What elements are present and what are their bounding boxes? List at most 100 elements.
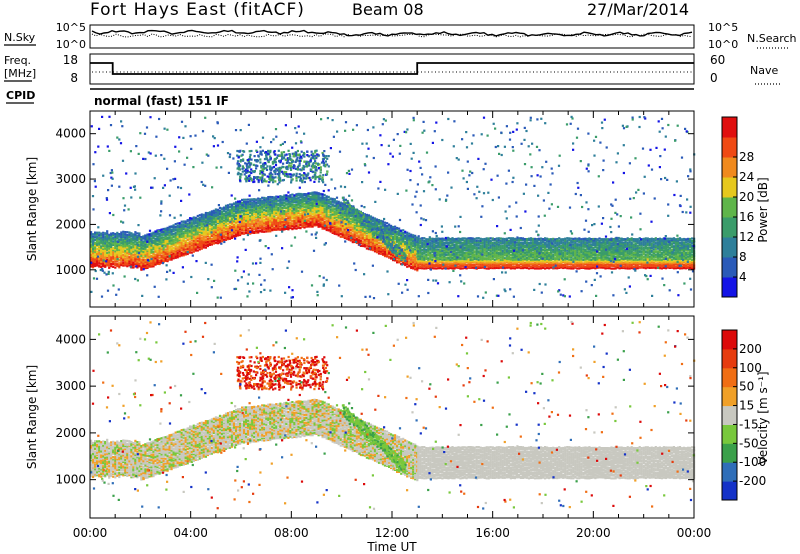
power-cell [154,238,157,241]
power-cell [247,200,250,204]
power-cell [515,243,518,246]
power-cell [335,212,338,216]
power-cell [321,215,324,218]
power-cell [523,244,527,247]
power-cell [208,220,211,223]
power-cell [461,262,464,265]
power-cell [437,242,440,245]
power-cell [285,226,288,230]
power-cell [327,202,330,205]
power-cell [317,196,320,199]
power-cell [210,234,213,237]
power-cell [525,254,529,257]
power-cell [439,256,442,259]
power-cell [166,233,169,236]
power-cell [404,248,407,251]
power-cell [558,251,561,254]
power-cell [102,255,105,258]
power-cell [198,221,201,224]
power-cell [525,257,529,260]
power-cell [361,244,364,248]
power-cell [416,269,419,272]
power-cell [94,233,97,236]
power-cell [180,228,183,232]
power-cell [271,199,274,203]
power-cell [433,237,436,241]
power-cell [247,224,250,227]
power-cell [126,241,129,244]
power-cell [235,207,238,210]
power-cell [232,220,236,223]
power-cell [414,251,417,254]
power-cell [156,252,159,255]
power-cell [371,235,375,238]
power-cell [120,251,123,254]
power-cell [156,249,159,252]
power-cell [251,205,254,208]
power-cell [224,233,228,236]
power-cell [285,206,288,209]
power-cell [247,229,250,232]
power-cell [375,243,379,246]
power-cell [297,196,300,199]
power-cell [150,246,153,249]
power-cell [190,251,193,254]
power-cell [404,261,407,264]
power-cell [499,251,502,254]
power-cell [255,219,258,222]
power-cell [483,247,486,250]
power-cell [265,206,268,209]
power-cell [226,215,230,218]
power-cell [495,237,498,240]
power-cell [542,266,545,269]
power-cell [447,243,450,246]
power-cell [491,249,494,252]
power-cell [473,267,476,270]
power-cell [257,230,260,233]
power-cell [538,239,541,242]
power-cell [220,210,224,213]
power-cell [483,262,486,265]
power-cell [491,265,494,268]
power-cell [479,266,482,269]
power-cell [313,194,316,197]
power-cell [521,242,525,246]
power-cell [168,241,171,244]
power-cell [279,195,282,198]
power-cell [373,245,377,249]
power-cell [329,208,332,211]
power-cell [247,222,250,226]
power-cell [148,247,151,250]
power-cell [371,219,375,222]
power-cell [349,232,352,235]
power-cell [134,250,137,253]
power-cell [471,253,474,256]
power-cell [204,221,207,224]
power-cell [499,239,502,242]
power-cell [249,221,252,224]
power-cell [303,196,306,199]
power-cell [299,194,302,197]
power-cell [232,202,236,205]
power-cell [437,249,440,252]
power-cell [513,237,516,240]
power-cell [194,235,197,238]
power-cell [449,241,452,244]
power-cell [202,228,205,231]
power-cell [190,221,193,224]
power-cell [341,207,344,210]
power-cell [102,231,105,234]
power-cell [295,197,298,200]
power-cell [499,253,502,256]
power-cell [273,215,276,218]
power-cell [265,227,268,230]
power-cell [224,214,228,217]
power-cell [311,223,314,226]
power-cell [515,248,518,251]
power-cell [394,237,397,241]
power-cell [503,259,506,262]
power-cell [210,213,213,216]
power-cell [467,244,470,247]
power-cell [148,253,151,256]
power-cell [523,266,527,269]
